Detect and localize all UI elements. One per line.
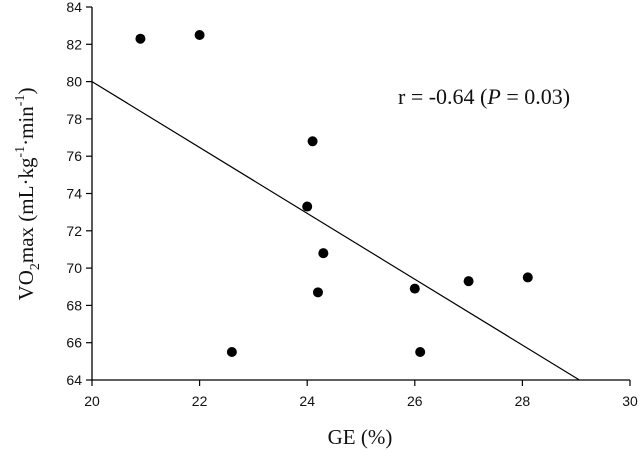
y-tick-label: 68 <box>66 297 82 313</box>
y-tick-label: 74 <box>66 186 82 202</box>
y-tick-label: 78 <box>66 111 82 127</box>
data-point <box>522 272 533 283</box>
y-tick-label: 84 <box>66 0 82 15</box>
y-tick-label: 76 <box>66 148 82 164</box>
y-tick-label: 70 <box>66 260 82 276</box>
y-tick-label: 64 <box>66 372 82 388</box>
data-point <box>463 276 474 287</box>
data-points <box>135 29 533 358</box>
y-tick-label: 66 <box>66 335 82 351</box>
y-axis-title: VO2max (mL·kg-1·min-1) <box>13 88 43 301</box>
data-point <box>226 347 237 358</box>
y-tick-label: 82 <box>66 36 82 52</box>
x-tick-label: 30 <box>622 393 638 409</box>
y-tick-label: 72 <box>66 223 82 239</box>
axes <box>91 7 630 381</box>
data-point <box>194 29 205 40</box>
data-point <box>409 283 420 294</box>
data-point <box>318 248 329 259</box>
x-axis-title: GE (%) <box>328 425 393 449</box>
regression-line <box>91 81 580 381</box>
data-point <box>302 201 313 212</box>
y-axis-ticks: 64 66 68 70 72 74 76 78 80 82 84 <box>66 0 92 388</box>
data-point <box>307 136 318 147</box>
data-point <box>415 347 426 358</box>
data-point <box>312 287 323 298</box>
y-tick-label: 80 <box>66 74 82 90</box>
x-tick-label: 26 <box>407 393 423 409</box>
data-point <box>135 33 146 44</box>
x-axis-ticks: 20 22 24 26 28 30 <box>84 380 638 409</box>
x-tick-label: 22 <box>192 393 208 409</box>
x-tick-label: 24 <box>299 393 315 409</box>
x-tick-label: 20 <box>84 393 100 409</box>
x-tick-label: 28 <box>515 393 531 409</box>
correlation-annotation: r = -0.64 (P = 0.03) <box>398 84 570 109</box>
